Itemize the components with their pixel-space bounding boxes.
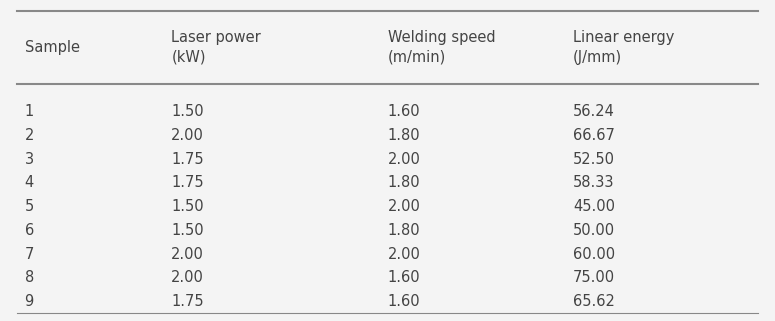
Text: 1.60: 1.60: [388, 270, 420, 285]
Text: 4: 4: [25, 176, 34, 190]
Text: Sample: Sample: [25, 40, 80, 55]
Text: Linear energy
(J/mm): Linear energy (J/mm): [573, 30, 674, 65]
Text: 2.00: 2.00: [171, 270, 204, 285]
Text: 5: 5: [25, 199, 34, 214]
Text: 1.75: 1.75: [171, 294, 204, 309]
Text: 1.80: 1.80: [388, 176, 420, 190]
Text: 9: 9: [25, 294, 34, 309]
Text: 2.00: 2.00: [388, 247, 420, 262]
Text: 58.33: 58.33: [573, 176, 615, 190]
Text: 52.50: 52.50: [573, 152, 615, 167]
Text: 3: 3: [25, 152, 33, 167]
Text: 1.75: 1.75: [171, 152, 204, 167]
Text: 1.75: 1.75: [171, 176, 204, 190]
Text: 2: 2: [25, 128, 34, 143]
Text: 1.80: 1.80: [388, 223, 420, 238]
Text: 1.50: 1.50: [171, 199, 204, 214]
Text: Welding speed
(m/min): Welding speed (m/min): [388, 30, 495, 65]
Text: 66.67: 66.67: [573, 128, 615, 143]
Text: 65.62: 65.62: [573, 294, 615, 309]
Text: 8: 8: [25, 270, 34, 285]
Text: 1.50: 1.50: [171, 223, 204, 238]
Text: 2.00: 2.00: [388, 152, 420, 167]
Text: 6: 6: [25, 223, 34, 238]
Text: 7: 7: [25, 247, 34, 262]
Text: 75.00: 75.00: [573, 270, 615, 285]
Text: 1.60: 1.60: [388, 104, 420, 119]
Text: 60.00: 60.00: [573, 247, 615, 262]
Text: 56.24: 56.24: [573, 104, 615, 119]
Text: 1: 1: [25, 104, 34, 119]
Text: Laser power
(kW): Laser power (kW): [171, 30, 261, 65]
Text: 1.60: 1.60: [388, 294, 420, 309]
Text: 2.00: 2.00: [388, 199, 420, 214]
Text: 2.00: 2.00: [171, 247, 204, 262]
Text: 50.00: 50.00: [573, 223, 615, 238]
Text: 1.50: 1.50: [171, 104, 204, 119]
Text: 45.00: 45.00: [573, 199, 615, 214]
Text: 1.80: 1.80: [388, 128, 420, 143]
Text: 2.00: 2.00: [171, 128, 204, 143]
